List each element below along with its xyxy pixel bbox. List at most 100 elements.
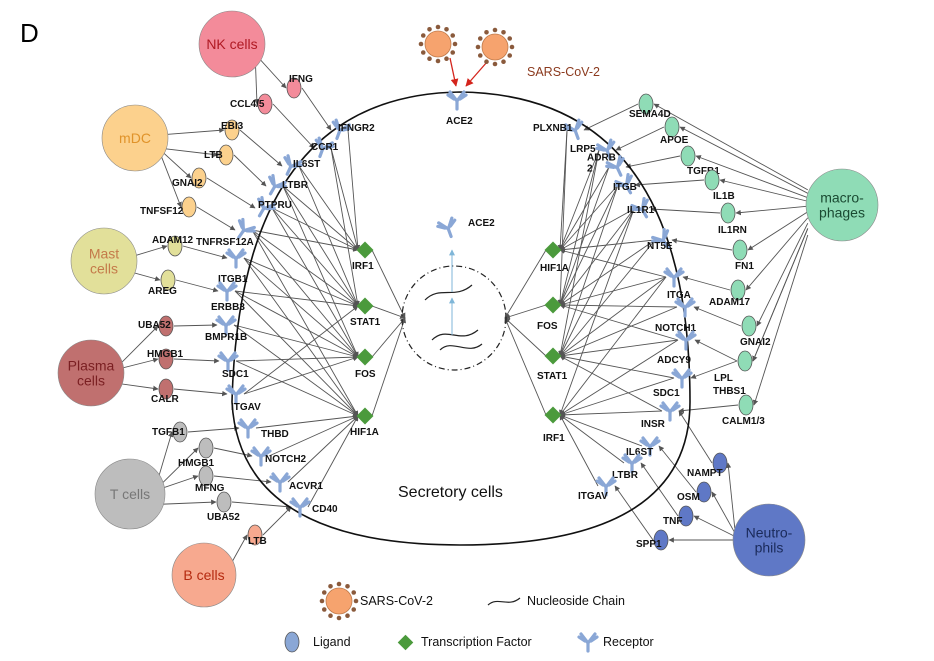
edge-receptor-tf-right-4-1: [559, 208, 635, 306]
ligand-right-label-8: LPL: [714, 373, 733, 384]
cell-nk-label: NK cells: [206, 36, 257, 52]
edge-ligand-receptor-right-13: [640, 462, 679, 517]
edge-cell-ligand-right-13: [693, 515, 736, 537]
edge-receptor-tf-right-2-0: [559, 166, 610, 251]
receptor-right-label-7: NOTCH1: [655, 323, 697, 334]
ligand-right-label-1: APOE: [660, 135, 689, 146]
legend-ligand-label: Ligand: [313, 635, 351, 649]
receptor-right-label-10: INSR: [641, 419, 666, 430]
legend-virus-label: SARS-CoV-2: [360, 594, 433, 608]
edge-receptor-tf-left-13-3: [287, 415, 359, 483]
edge-tf-nucleus-right-2: [504, 317, 547, 357]
edge-ligand-receptor-right-12: [658, 445, 697, 493]
ligand-right-label-6: ADAM17: [709, 297, 751, 308]
edge-cell-ligand-right-0: [653, 103, 809, 191]
virus-arrow-2: [465, 61, 488, 87]
ligand-left-label-6: ADAM12: [152, 235, 194, 246]
receptor-left-label-12: NOTCH2: [265, 454, 307, 465]
edge-receptor-tf-right-6-1: [559, 276, 667, 307]
ligand-left-ltb-15: [247, 524, 263, 546]
ligand-right-label-7: GNAI2: [740, 337, 771, 348]
nucleus-circle: [401, 265, 507, 371]
edge-cell-ligand-left-3: [158, 147, 219, 158]
receptor-left-erbb3-7: [216, 281, 238, 302]
tf-left-stat1: [356, 297, 374, 315]
receptor-right-plxnb1-0: [563, 118, 584, 141]
edge-receptor-tf-left-1-1: [330, 147, 360, 307]
edge-receptor-tf-right-9-2: [559, 354, 675, 379]
edge-ligand-receptor-left-2: [239, 129, 283, 167]
edge-receptor-tf-right-3-0: [559, 184, 619, 251]
edge-ligand-receptor-left-9: [173, 358, 220, 364]
edge-ligand-receptor-left-0: [301, 87, 332, 131]
legend-receptor-label: Receptor: [603, 635, 654, 649]
edge-receptor-tf-right-6-0: [559, 248, 667, 278]
receptor-right-insr-10: [659, 401, 681, 422]
ligand-right-fn1-5: [732, 239, 748, 261]
cell-mast: [70, 227, 138, 295]
receptor-left-label-14: CD40: [312, 504, 338, 515]
edge-receptor-tf-left-5-3: [251, 229, 359, 417]
edge-receptor-tf-left-3-2: [282, 185, 359, 358]
edge-cell-ligand-right-1: [679, 126, 809, 194]
edge-receptor-tf-right-3-1: [559, 184, 619, 306]
ligand-right-il1rn-4: [720, 202, 736, 224]
cell-neutrophils: [732, 503, 806, 577]
edge-cell-ligand-right-2: [695, 155, 808, 199]
cell-b: [171, 542, 237, 608]
edge-ligand-receptor-right-6: [682, 275, 731, 291]
edge-receptor-tf-left-10-2: [243, 355, 359, 395]
tf-right-label-1: FOS: [537, 321, 558, 332]
edge-receptor-tf-left-9-2: [235, 354, 359, 362]
edge-cell-ligand-left-2: [158, 127, 225, 136]
edge-receptor-tf-right-1-2: [558, 149, 600, 357]
ligand-left-label-15: LTB: [248, 536, 267, 547]
tf-right-label-2: STAT1: [537, 371, 568, 382]
ligand-right-nampt-11: [712, 452, 728, 474]
receptor-left-itgav-10: [225, 384, 247, 405]
receptor-right-label-0: PLXNB1: [533, 123, 573, 134]
ligand-right-label-5: FN1: [735, 261, 754, 272]
legend-chain-label: Nucleoside Chain: [527, 594, 625, 608]
edge-receptor-tf-right-6-2: [559, 276, 667, 357]
edge-receptor-tf-left-0-0: [347, 129, 361, 251]
ligand-left-label-13: MFNG: [195, 483, 225, 494]
tf-left-label-3: HIF1A: [350, 427, 379, 438]
edge-ligand-receptor-left-3: [233, 154, 267, 187]
edge-ligand-receptor-left-5: [196, 206, 236, 231]
edge-receptor-tf-right-11-3: [559, 414, 643, 447]
nucleoside-chain-3: [439, 343, 483, 351]
edge-receptor-tf-left-10-1: [243, 305, 359, 395]
ligand-right-label-13: TNF: [663, 516, 682, 527]
edge-receptor-tf-left-11-3: [255, 413, 359, 429]
edge-receptor-tf-right-5-0: [559, 239, 656, 253]
receptor-left-bmpr1b-8: [215, 315, 237, 336]
edge-ligand-receptor-left-14: [231, 501, 292, 510]
receptor-right-il6st-11: [639, 436, 661, 457]
ligand-left-calr-10: [158, 378, 174, 400]
edge-receptor-tf-left-6-3: [243, 257, 359, 417]
edge-tf-nucleus-left-2: [371, 317, 406, 358]
edge-receptor-tf-left-5-2: [251, 229, 359, 358]
ligand-left-areg-7: [160, 269, 176, 291]
edge-ligand-receptor-right-4: [650, 206, 721, 214]
virus-label: SARS-CoV-2: [527, 65, 600, 79]
receptor-left-ccr1-1: [314, 136, 335, 159]
virus-2: [475, 27, 515, 67]
tf-left-label-1: STAT1: [350, 317, 381, 328]
edge-ligand-receptor-right-8: [694, 339, 738, 362]
edge-tf-nucleus-left-3: [371, 317, 407, 417]
ligand-right-label-0: SEMA4D: [629, 109, 671, 120]
receptor-left-label-6: ITGB1: [218, 274, 248, 285]
receptor-right-label-1: LRP5: [570, 144, 596, 155]
tf-left-label-2: FOS: [355, 369, 376, 380]
cell-neutrophils-label: Neutro-phils: [746, 524, 793, 555]
receptor-right-label-8: ADCY9: [657, 355, 691, 366]
cell-mdc-label: mDC: [119, 130, 151, 146]
cell-plasma: [57, 339, 125, 407]
ligand-right-calm1-3-10: [738, 394, 754, 416]
edge-receptor-tf-left-7-2: [234, 290, 359, 358]
edge-receptor-tf-left-8-3: [233, 324, 359, 417]
cell-b-label: B cells: [183, 567, 224, 583]
ligand-left-ifng-0: [286, 77, 302, 99]
